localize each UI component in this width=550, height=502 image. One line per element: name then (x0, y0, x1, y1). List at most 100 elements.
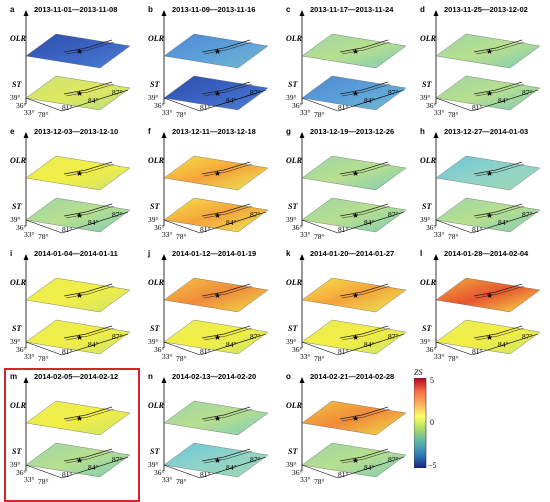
fault-line (339, 39, 389, 53)
panel-date-range: 2014-02-05—2014-02-12 (34, 372, 119, 381)
lon-tick: 78° (38, 232, 49, 241)
epicenter-star-icon: ★ (76, 211, 83, 220)
st-axis-label: ST (150, 447, 160, 456)
panel-label: i (10, 249, 13, 258)
epicenter-star-icon: ★ (352, 456, 359, 465)
epicenter-star-icon: ★ (76, 291, 83, 300)
lat-tick: 39° (10, 93, 21, 102)
lon-tick: 81° (62, 347, 73, 356)
panel-n: ★ ★ n 2014-02-13—2014-02-20 OLR ST 39° 36° 33° 78… (142, 369, 274, 489)
lat-tick: 33° (162, 475, 173, 484)
epicenter-star-icon: ★ (76, 414, 83, 423)
lon-tick: 81° (200, 347, 211, 356)
lon-tick: 78° (314, 232, 325, 241)
fault-line (203, 163, 253, 177)
panel-date-range: 2013-11-09—2013-11-16 (172, 5, 256, 14)
lat-tick: 33° (24, 108, 35, 117)
panel-k: ★ ★ k 2014-01-20—2014-01-27 OLR ST 39° 36° 33° 78… (280, 246, 412, 366)
lon-tick: 87° (250, 88, 261, 97)
epicenter-star-icon: ★ (352, 89, 359, 98)
fault-line (203, 41, 253, 55)
panel-j: ★ ★ j 2014-01-12—2014-01-19 OLR ST 39° 36° 33° 78… (142, 246, 274, 366)
lon-tick: 87° (388, 88, 399, 97)
lon-tick: 84° (226, 463, 237, 472)
fault-line (65, 163, 115, 177)
epicenter-star-icon: ★ (214, 456, 221, 465)
fault-line (65, 83, 115, 97)
fault-line (341, 327, 391, 341)
panel-date-range: 2014-01-28—2014-02-04 (444, 249, 529, 258)
lon-tick: 87° (112, 88, 123, 97)
fault-line (339, 325, 389, 339)
lat-tick: 33° (300, 352, 311, 361)
lon-tick: 87° (250, 332, 261, 341)
panel-plot: ★★ (299, 132, 407, 234)
epicenter-star-icon: ★ (214, 414, 221, 423)
st-axis-label: ST (288, 80, 298, 89)
panel-plot: ★★ (23, 10, 131, 112)
fault-line (475, 41, 525, 55)
olr-axis-label: OLR (286, 34, 302, 43)
st-axis-label: ST (150, 80, 160, 89)
olr-axis-label: OLR (10, 278, 26, 287)
panel-date-range: 2014-02-13—2014-02-20 (172, 372, 257, 381)
epicenter-star-icon: ★ (486, 211, 493, 220)
fault-line (63, 81, 113, 95)
fault-line (203, 83, 253, 97)
lon-tick: 87° (388, 210, 399, 219)
panel-o: ★ ★ o 2014-02-21—2014-02-28 OLR ST 39° 36° 33° 78… (280, 369, 412, 489)
st-axis-label: ST (12, 324, 22, 333)
olr-axis-label: OLR (148, 278, 164, 287)
st-axis-label: ST (422, 324, 432, 333)
panel-plot: ★★ (23, 254, 131, 356)
fault-line (63, 325, 113, 339)
lat-tick: 39° (286, 460, 297, 469)
lat-tick: 39° (286, 93, 297, 102)
fault-line (201, 448, 251, 462)
panel-date-range: 2013-11-01—2013-11-08 (34, 5, 118, 14)
fault-line (341, 83, 391, 97)
lon-tick: 87° (112, 332, 123, 341)
olr-axis-label: OLR (286, 401, 302, 410)
lat-tick: 39° (420, 215, 431, 224)
panel-date-range: 2013-12-03—2013-12-10 (34, 127, 119, 136)
panel-plot: ★★ (299, 10, 407, 112)
panel-label: b (148, 5, 153, 14)
lat-tick: 36° (154, 223, 165, 232)
lat-tick: 36° (292, 223, 303, 232)
colorbar-tick-zero: 0 (430, 418, 434, 427)
fault-line (339, 406, 389, 420)
lon-tick: 84° (226, 218, 237, 227)
lon-tick: 81° (338, 103, 349, 112)
epicenter-star-icon: ★ (486, 47, 493, 56)
lon-tick: 87° (112, 210, 123, 219)
fault-line (201, 406, 251, 420)
fault-line (339, 161, 389, 175)
panel-plot: ★★ (299, 377, 407, 479)
st-axis-label: ST (288, 202, 298, 211)
lon-tick: 81° (338, 347, 349, 356)
panel-f: ★ ★ f 2013-12-11—2013-12-18 OLR ST 39° 36° 33° 78… (142, 124, 274, 244)
fault-line (339, 283, 389, 297)
lat-tick: 33° (300, 230, 311, 239)
lat-tick: 33° (434, 352, 445, 361)
fault-line (473, 325, 523, 339)
fault-line (203, 327, 253, 341)
fault-line (341, 205, 391, 219)
lat-tick: 33° (300, 475, 311, 484)
lon-tick: 78° (448, 354, 459, 363)
fault-line (65, 41, 115, 55)
lon-tick: 84° (364, 96, 375, 105)
colorbar (414, 378, 427, 468)
fault-line (65, 285, 115, 299)
lat-tick: 39° (10, 337, 21, 346)
lat-tick: 33° (300, 108, 311, 117)
fault-line (203, 408, 253, 422)
lat-tick: 36° (154, 345, 165, 354)
lat-tick: 36° (426, 101, 437, 110)
lat-tick: 33° (162, 108, 173, 117)
lon-tick: 78° (38, 354, 49, 363)
panel-label: j (148, 249, 151, 258)
lon-tick: 87° (250, 210, 261, 219)
